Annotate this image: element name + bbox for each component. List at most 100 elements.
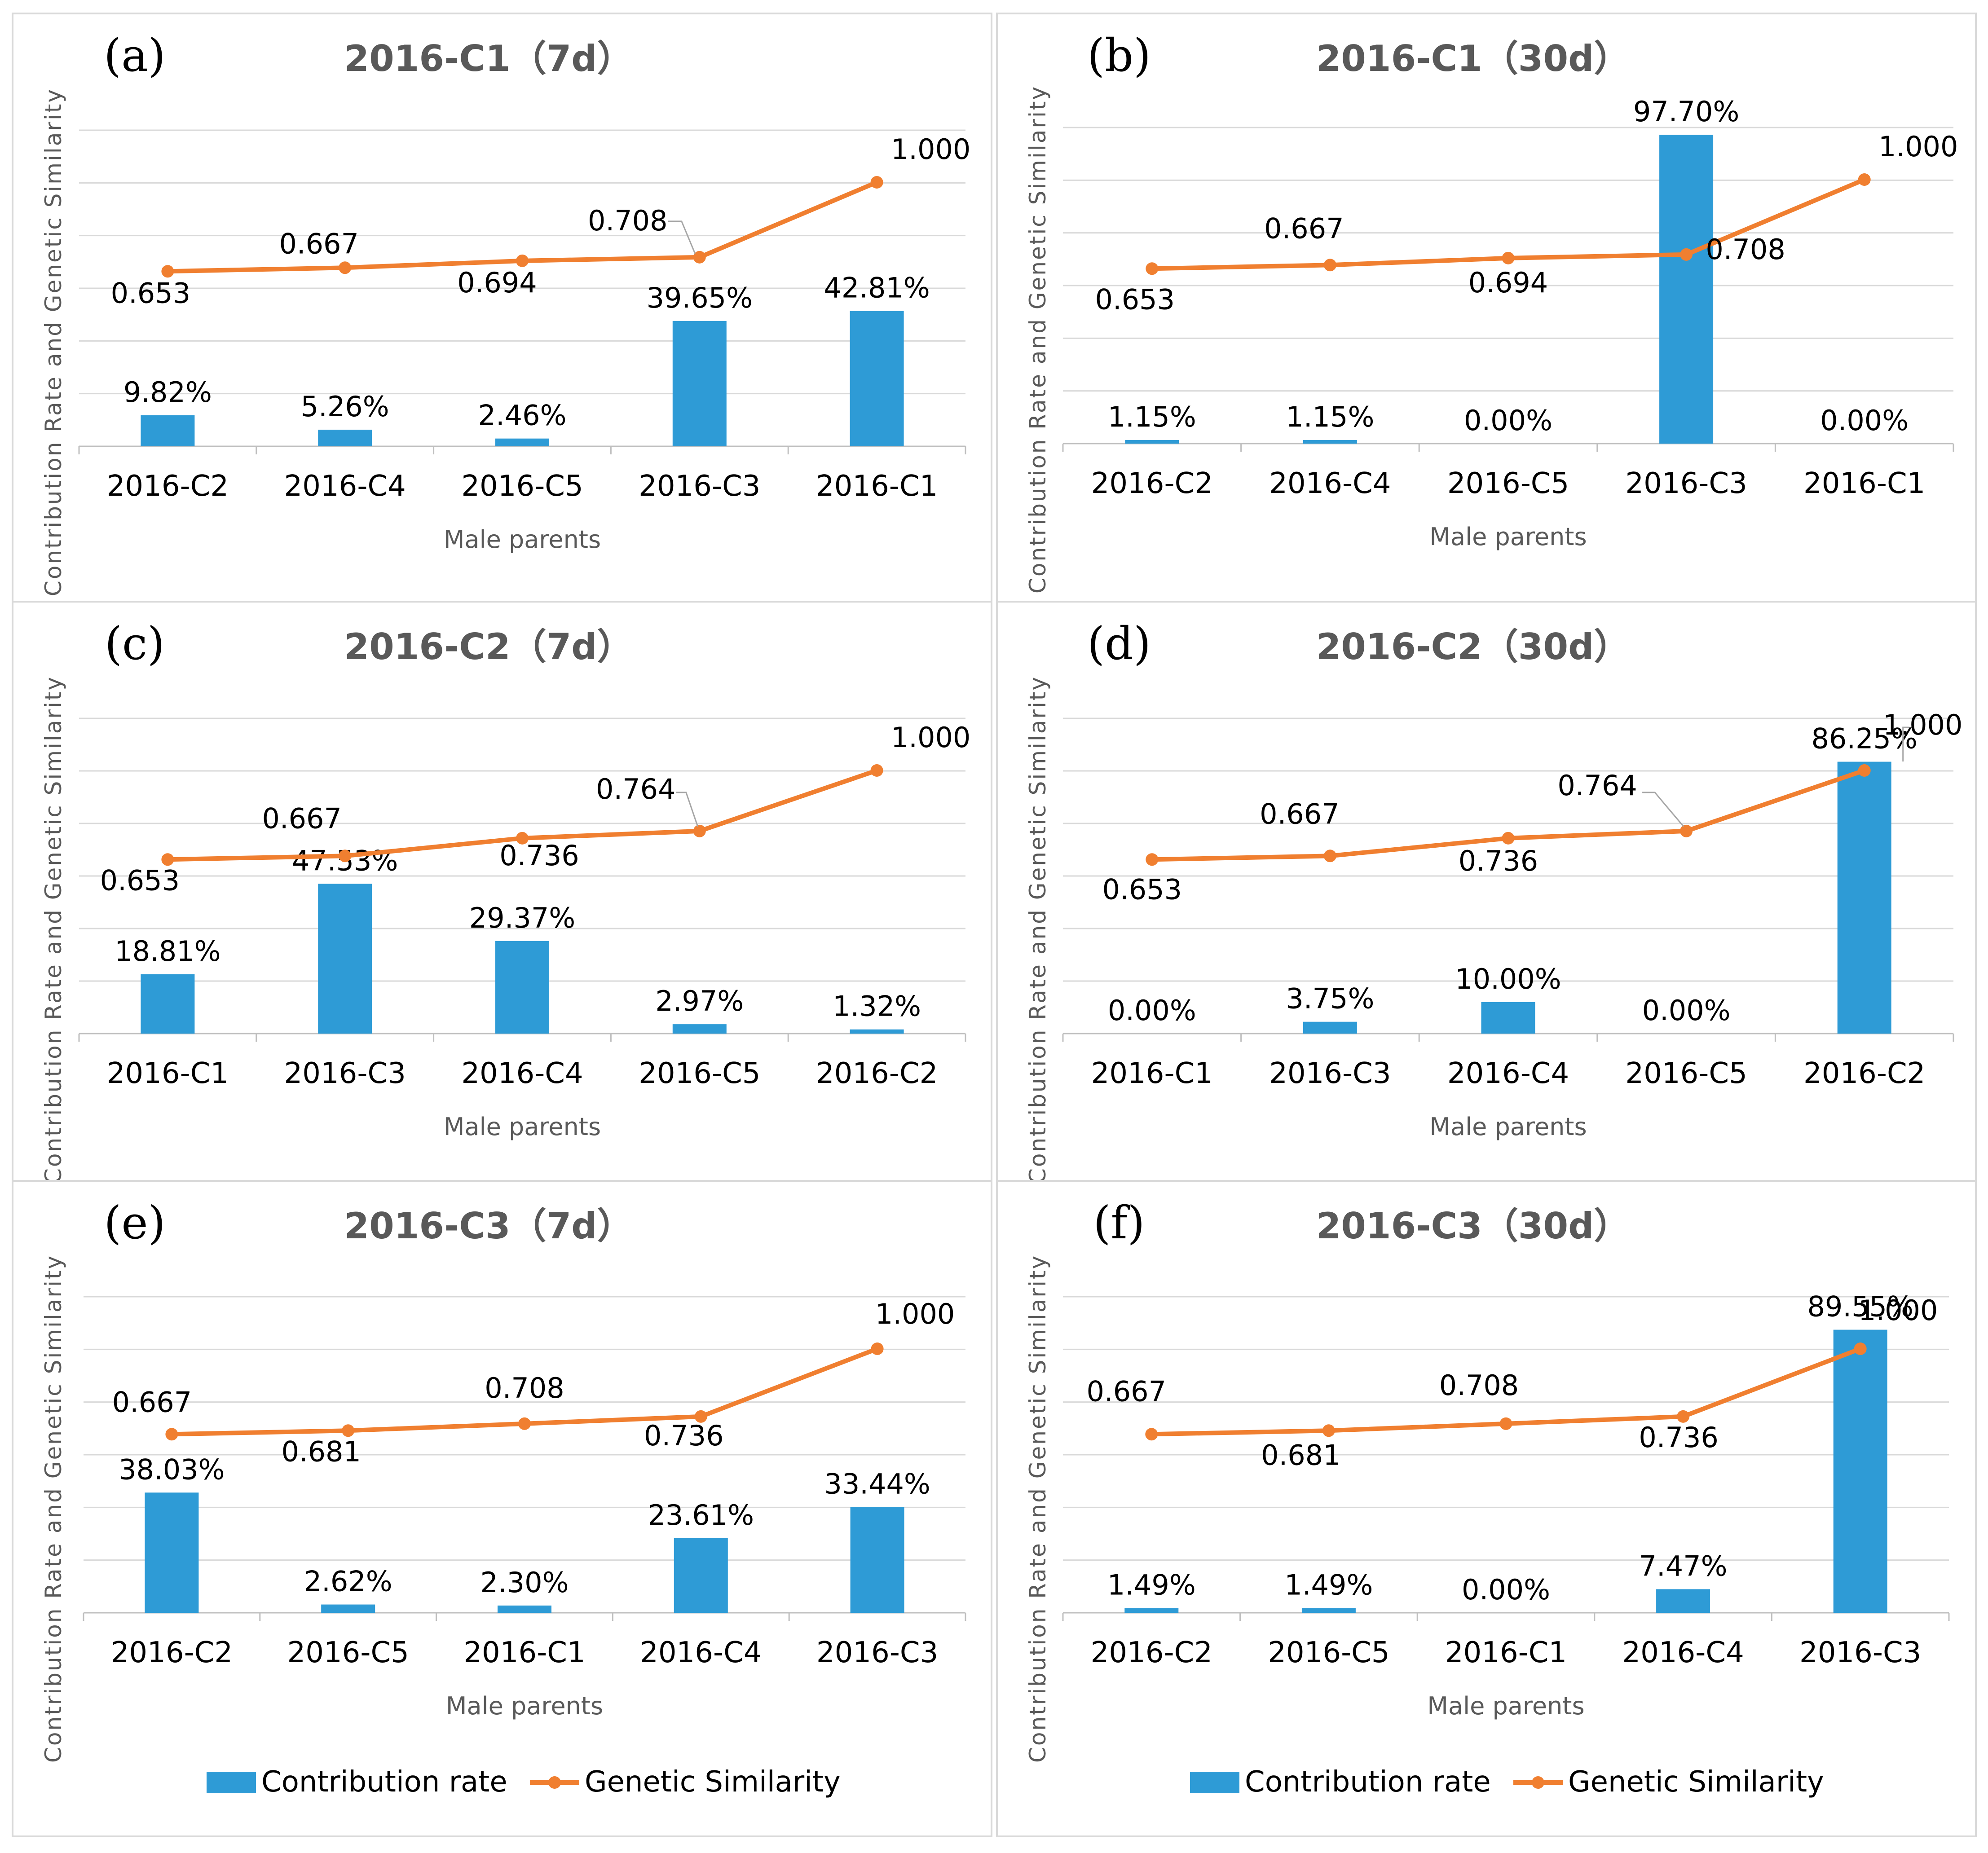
similarity-point	[1858, 173, 1871, 186]
contribution-label: 0.00%	[1464, 404, 1552, 437]
y-axis-label: Contribution Rate and Genetic Similarity	[40, 676, 66, 1184]
category-label: 2016-C5	[461, 470, 583, 503]
contribution-bar	[1125, 440, 1179, 444]
contribution-legend-label: Contribution rate	[261, 1765, 507, 1799]
similarity-label: 0.667	[1264, 212, 1344, 245]
category-label: 2016-C2	[1091, 467, 1213, 500]
contribution-label: 2.46%	[478, 399, 567, 432]
similarity-point	[516, 832, 529, 845]
similarity-label: 0.736	[1459, 845, 1538, 877]
contribution-label: 86.25%	[1811, 722, 1917, 755]
similarity-point	[870, 176, 883, 189]
legend-1: Contribution rate Genetic Similarity	[207, 1765, 841, 1799]
contribution-label: 38.03%	[119, 1453, 225, 1486]
x-axis-label: Male parents	[444, 525, 601, 554]
similarity-point	[1323, 259, 1336, 272]
contribution-label: 1.15%	[1108, 401, 1196, 433]
category-label: 2016-C1	[463, 1636, 585, 1669]
category-label: 2016-C4	[284, 470, 406, 503]
contribution-label: 23.61%	[648, 1499, 754, 1532]
similarity-point	[871, 1342, 884, 1355]
similarity-label: 0.736	[499, 839, 579, 872]
similarity-label: 1.000	[891, 133, 971, 166]
similarity-label: 0.681	[281, 1435, 361, 1468]
similarity-point	[1680, 824, 1693, 837]
x-axis-label: Male parents	[446, 1692, 603, 1720]
panel-letter: (f)	[1093, 1197, 1145, 1249]
contribution-bar	[321, 1604, 375, 1613]
contribution-bar	[1659, 135, 1714, 444]
panel-3: 18.81%47.53%29.37%2.97%1.32%0.6530.6670.…	[12, 601, 992, 1184]
similarity-label: 1.000	[1858, 1294, 1938, 1327]
contribution-label: 1.32%	[833, 990, 921, 1023]
contribution-label: 39.65%	[647, 282, 753, 314]
contribution-bar	[1303, 440, 1357, 444]
contribution-bar	[1481, 1002, 1535, 1034]
contribution-bar	[495, 438, 549, 446]
contribution-bar	[318, 429, 372, 446]
x-axis-label: Male parents	[444, 1113, 601, 1141]
panels: 9.82% 5.26% 2.46% 39.65% 42.81% 0.653 0.667 0.6…	[12, 13, 1977, 1837]
x-axis-label: Male parents	[1427, 1692, 1584, 1720]
contribution-label: 1.49%	[1284, 1569, 1373, 1602]
label-leader-line	[1902, 726, 1909, 761]
similarity-point	[1854, 1342, 1867, 1355]
similarity-point	[339, 849, 352, 863]
contribution-bar	[850, 1507, 904, 1613]
similarity-point	[516, 254, 529, 267]
category-label: 2016-C1	[1445, 1636, 1567, 1669]
contribution-label: 0.00%	[1108, 994, 1196, 1027]
similarity-label: 0.653	[100, 864, 180, 897]
similarity-label: 1.000	[875, 1298, 955, 1330]
contribution-label: 2.62%	[304, 1565, 392, 1598]
similarity-label: 0.694	[457, 266, 537, 299]
category-label: 2016-C5	[1268, 1636, 1389, 1669]
similarity-label: 0.764	[596, 773, 676, 805]
category-label: 2016-C3	[284, 1057, 406, 1090]
contribution-label: 5.26%	[301, 390, 389, 423]
contribution-bar	[672, 321, 727, 446]
similarity-point	[339, 261, 352, 274]
similarity-point	[693, 251, 706, 264]
similarity-legend-label: Genetic Similarity	[1568, 1765, 1824, 1799]
similarity-label: 0.708	[485, 1372, 564, 1404]
contribution-label: 18.81%	[115, 935, 220, 968]
similarity-legend-label: Genetic Similarity	[585, 1765, 841, 1799]
category-label: 2016-C1	[816, 470, 938, 503]
contribution-bar	[141, 415, 195, 446]
similarity-point	[1680, 248, 1693, 261]
similarity-point	[694, 1410, 707, 1423]
similarity-point	[518, 1417, 531, 1430]
similarity-point	[1502, 251, 1515, 264]
category-label: 2016-C1	[1091, 1057, 1213, 1090]
panel-letter: (a)	[104, 29, 166, 82]
contribution-label: 10.00%	[1455, 963, 1561, 995]
panel-letter: (d)	[1087, 617, 1151, 670]
similarity-point	[1323, 849, 1336, 863]
similarity-label: 0.694	[1468, 266, 1548, 299]
category-label: 2016-C4	[1269, 467, 1391, 500]
similarity-legend-marker	[548, 1776, 561, 1789]
contribution-bar	[674, 1538, 728, 1613]
similarity-point	[161, 265, 174, 278]
panel-1: 9.82% 5.26% 2.46% 39.65% 42.81% 0.653 0.667 0.6…	[12, 13, 992, 603]
contribution-label: 3.75%	[1286, 982, 1374, 1015]
category-label: 2016-C1	[1803, 467, 1925, 500]
contribution-label: 7.47%	[1639, 1549, 1728, 1582]
category-label: 2016-C5	[639, 1057, 760, 1090]
contribution-label: 1.49%	[1107, 1569, 1196, 1602]
chart-title: 2016-C1（7d）	[344, 38, 633, 79]
contribution-bar	[1833, 1329, 1887, 1613]
similarity-point	[1146, 262, 1159, 275]
contribution-bar	[141, 974, 195, 1034]
similarity-point	[1677, 1410, 1690, 1423]
contribution-legend-swatch	[1190, 1772, 1239, 1793]
contribution-label: 42.81%	[824, 272, 930, 304]
panel-frame	[996, 13, 1977, 603]
category-label: 2016-C4	[1447, 1057, 1569, 1090]
chart-title: 2016-C1（30d）	[1316, 38, 1630, 79]
similarity-label: 0.653	[111, 277, 191, 309]
similarity-label: 1.000	[1883, 709, 1963, 741]
label-leader-line	[676, 792, 699, 827]
